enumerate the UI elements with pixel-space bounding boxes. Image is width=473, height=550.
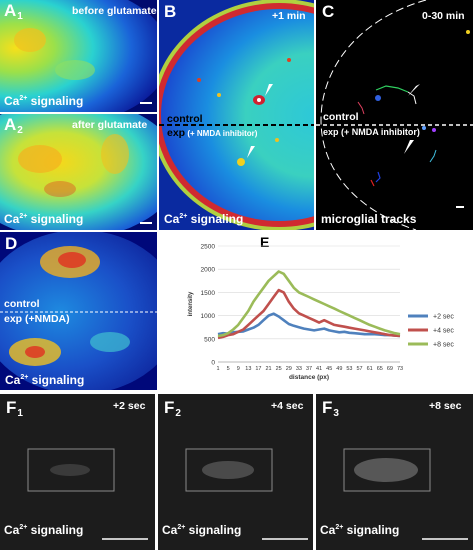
scale-bar-a2	[140, 222, 152, 224]
x-tick-label: 37	[306, 366, 312, 372]
x-tick-label: 49	[336, 366, 342, 372]
panel-b: B +1 min control exp (+ NMDA inhibitor) …	[159, 0, 314, 230]
panel-letter-f1: F1	[6, 398, 23, 419]
panel-letter-a1: A1	[4, 1, 23, 22]
x-tick-label: 9	[237, 366, 240, 372]
x-tick-label: 57	[356, 366, 362, 372]
panel-letter-e: E	[260, 234, 270, 250]
y-tick-label: 1500	[201, 290, 216, 297]
arrowhead-icon	[247, 146, 255, 158]
time-label-f2: +4 sec	[271, 400, 304, 412]
legend-label-1: +2 sec	[433, 314, 454, 321]
legend-label-2: +4 sec	[433, 328, 454, 335]
panel-letter-f3: F3	[322, 398, 339, 419]
x-tick-label: 41	[316, 366, 322, 372]
caption-a1: Ca2+ signaling	[4, 94, 84, 108]
x-tick-label: 13	[245, 366, 251, 372]
x-tick-label: 33	[296, 366, 302, 372]
y-tick-label: 2500	[201, 244, 216, 251]
legend-label-3: +8 sec	[433, 342, 454, 349]
exp-label-b: exp (+ NMDA inhibitor)	[167, 127, 258, 139]
roi-box	[27, 448, 115, 492]
arrowhead-icon	[404, 140, 414, 154]
x-tick-label: 65	[377, 366, 383, 372]
arrowhead-icon	[265, 84, 273, 96]
panel-letter-c: C	[322, 2, 335, 21]
calcium-image-f2	[158, 394, 313, 550]
caption-f3: Ca2+ signaling	[320, 523, 400, 537]
x-tick-label: 45	[326, 366, 332, 372]
caption-a2: Ca2+ signaling	[4, 212, 84, 226]
y-tick-label: 2000	[201, 267, 216, 274]
time-label-f3: +8 sec	[429, 400, 462, 412]
roi-box	[343, 448, 431, 492]
exp-label-d: exp (+NMDA)	[4, 313, 70, 325]
panel-f1: F1 +2 sec Ca2+ signaling	[0, 394, 155, 550]
x-tick-label: 21	[265, 366, 271, 372]
x-tick-label: 73	[397, 366, 403, 372]
series-line-2	[217, 288, 401, 340]
x-tick-label: 17	[255, 366, 261, 372]
panel-a2: A2 after glutamate Ca2+ signaling	[0, 114, 157, 230]
caption-f1: Ca2+ signaling	[4, 523, 84, 537]
x-tick-label: 1	[216, 366, 219, 372]
time-label-c: 0-30 min	[422, 10, 465, 22]
panel-a1: A1 before glutamate Ca2+ signaling	[0, 0, 157, 112]
caption-b: Ca2+ signaling	[164, 212, 244, 226]
x-tick-label: 29	[286, 366, 292, 372]
control-label-b: control	[167, 113, 203, 125]
x-tick-label: 69	[387, 366, 393, 372]
time-label-f1: +2 sec	[113, 400, 146, 412]
scale-bar-c	[456, 206, 464, 208]
panel-letter-f2: F2	[164, 398, 181, 419]
intensity-line-chart: 0 500 1000 1500 2000 2500 1 5 9 13 17 21 25 29 33 37 41 4…	[188, 244, 454, 382]
x-tick-label: 25	[276, 366, 282, 372]
panel-f3: F3 +8 sec Ca2+ signaling	[316, 394, 473, 550]
panel-c: C 0-30 min control exp (+ NMDA inhibitor…	[316, 0, 473, 230]
scale-bar-a1	[140, 102, 152, 104]
arrowhead-icon	[408, 84, 420, 96]
calcium-image-f1	[0, 394, 155, 550]
panel-letter-a2: A2	[4, 115, 23, 136]
microglia-track-image-c	[316, 0, 473, 230]
panel-e: E 0 500 1000 1500 2000 2500 1 5 9 13 17 21 25 29 33 37 4…	[160, 232, 473, 392]
caption-c: microglial tracks	[321, 212, 417, 226]
calcium-image-b	[159, 0, 314, 230]
calcium-image-a1	[0, 0, 157, 112]
calcium-image-d	[0, 232, 157, 390]
x-axis-title: distance (px)	[289, 374, 329, 381]
panel-letter-d: D	[5, 234, 18, 253]
y-tick-label: 500	[204, 336, 215, 343]
condition-label-a2: after glutamate	[72, 119, 148, 131]
calcium-image-a2	[0, 114, 157, 230]
calcium-image-f3	[316, 394, 473, 550]
y-axis-title: intensity	[188, 291, 194, 316]
exp-label-c: exp (+ NMDA inhibitor)	[323, 127, 420, 137]
x-tick-label: 53	[346, 366, 352, 372]
condition-label-a1: before glutamate	[72, 5, 157, 17]
series-line-3	[217, 270, 401, 338]
x-tick-label: 61	[367, 366, 373, 372]
y-tick-label: 1000	[201, 313, 216, 320]
time-label-b: +1 min	[272, 10, 306, 22]
panel-f2: F2 +4 sec Ca2+ signaling	[158, 394, 313, 550]
caption-d: Ca2+ signaling	[5, 373, 85, 387]
control-label-d: control	[4, 298, 40, 310]
series-line-1	[217, 312, 401, 338]
x-tick-label: 5	[227, 366, 230, 372]
roi-box	[185, 448, 273, 492]
panel-letter-b: B	[164, 2, 177, 21]
caption-f2: Ca2+ signaling	[162, 523, 242, 537]
control-label-c: control	[323, 111, 359, 123]
panel-d: D control exp (+NMDA) Ca2+ signaling	[0, 232, 157, 390]
y-tick-label: 0	[211, 360, 215, 367]
